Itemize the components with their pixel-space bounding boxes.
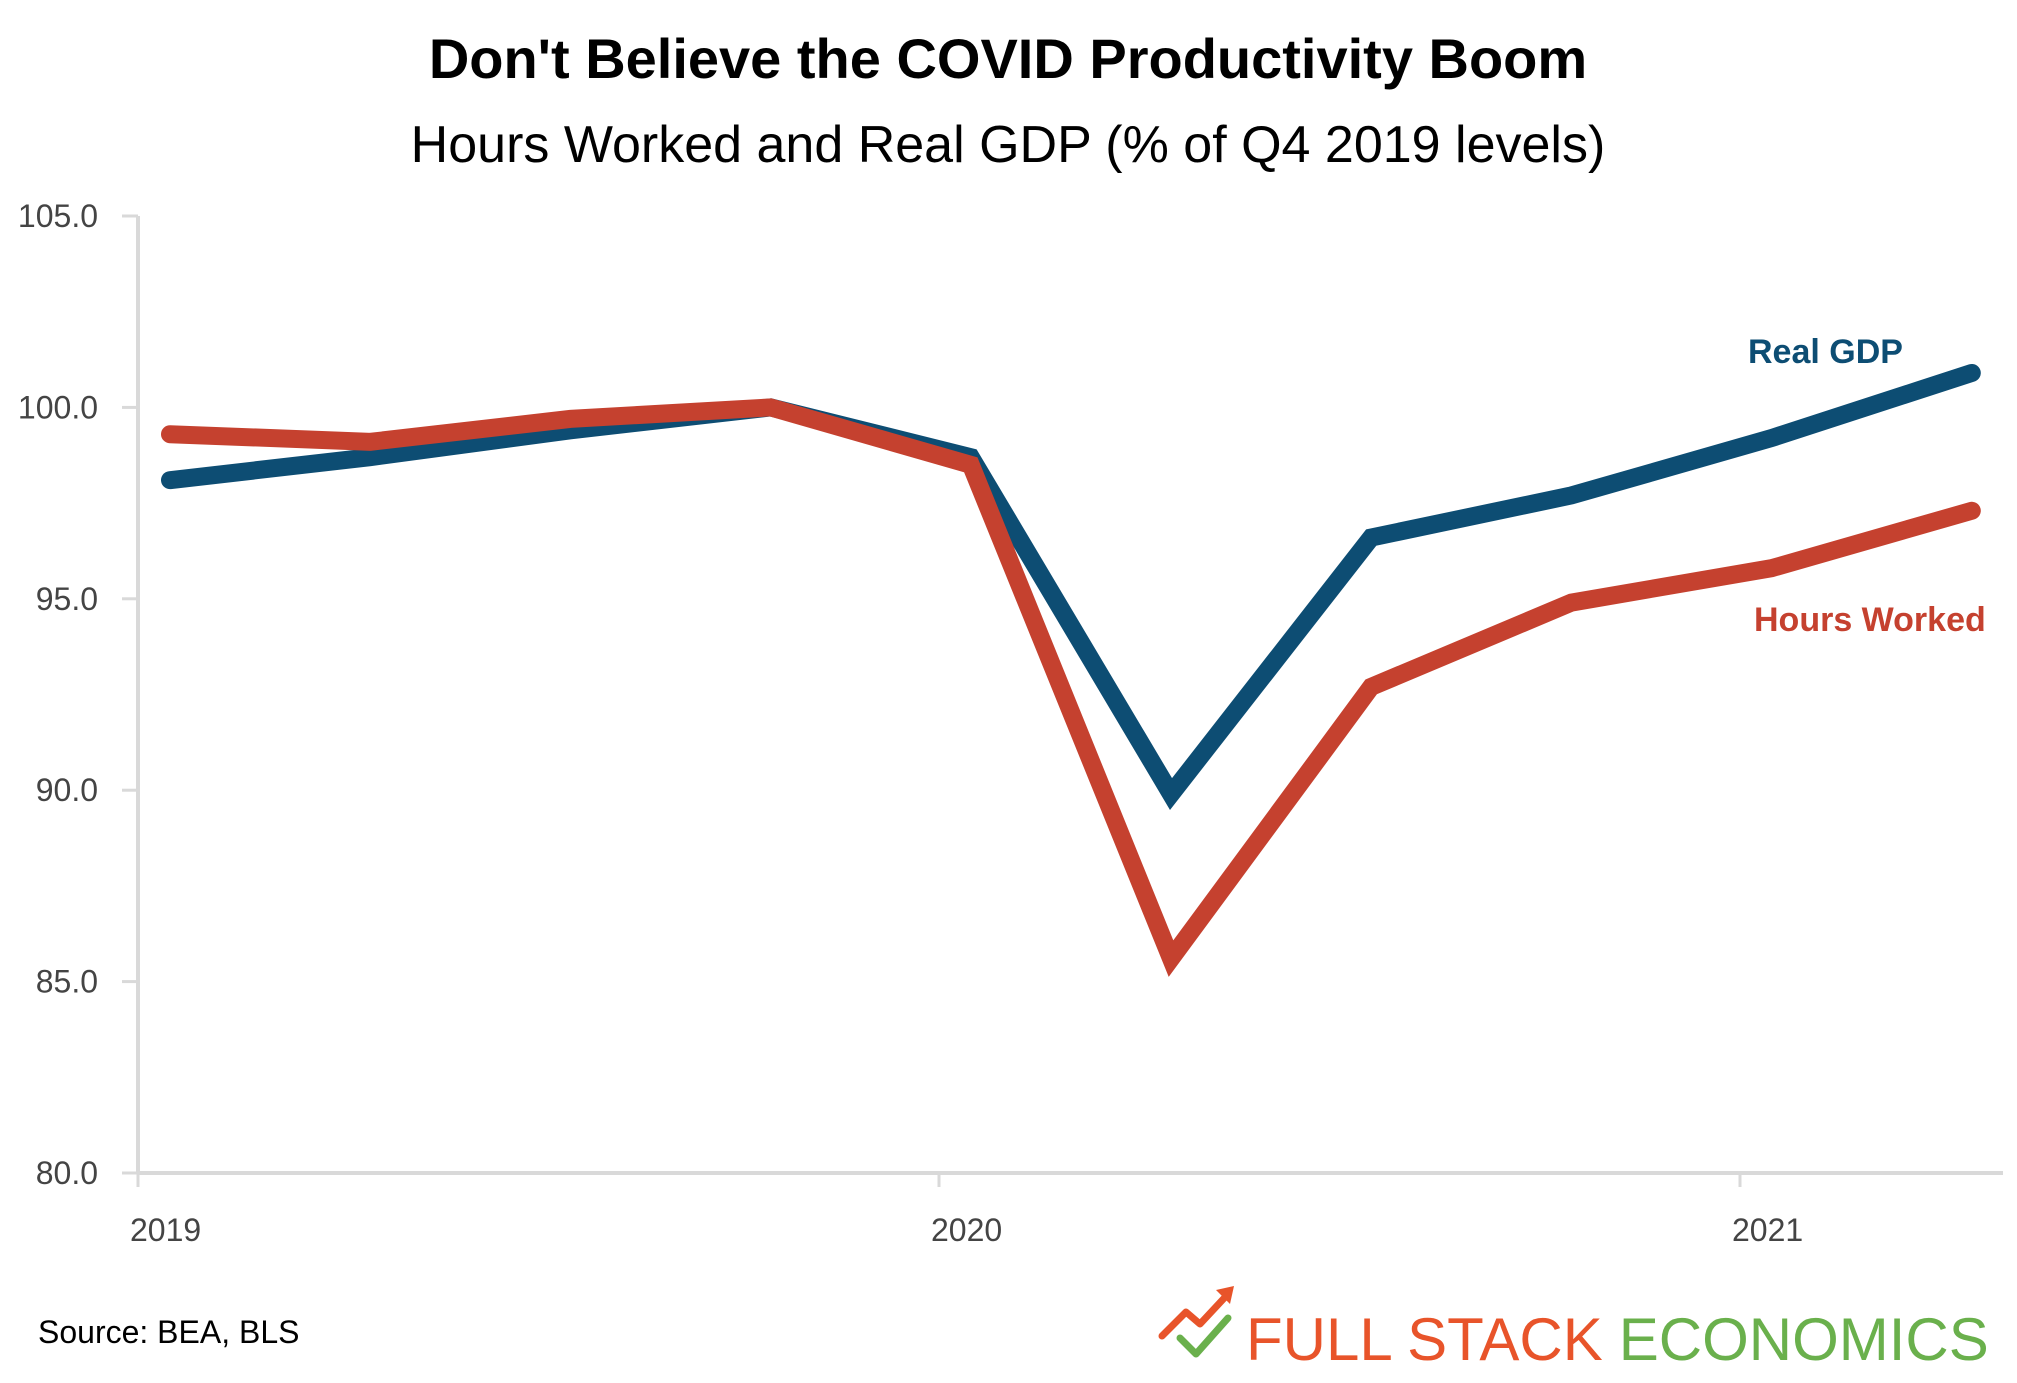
y-axis-ticks: 80.0 85.0 90.0 95.0 100.0 105.0 bbox=[18, 198, 138, 1191]
series-line-hours-worked bbox=[161, 398, 1981, 977]
chart-subtitle: Hours Worked and Real GDP (% of Q4 2019 … bbox=[411, 116, 1606, 174]
y-tick-label: 95.0 bbox=[36, 581, 98, 617]
brand-economics: ECONOMICS bbox=[1619, 1306, 1989, 1373]
x-tick-label: 2019 bbox=[130, 1212, 201, 1248]
y-tick-label: 100.0 bbox=[18, 389, 98, 425]
series-label-hours-worked: Hours Worked bbox=[1754, 601, 1986, 639]
y-tick-label: 85.0 bbox=[36, 964, 98, 1000]
source-note: Source: BEA, BLS bbox=[38, 1314, 299, 1350]
x-tick-label: 2020 bbox=[931, 1212, 1002, 1248]
series-line-real-gdp bbox=[161, 363, 1981, 810]
brand-full-stack: FULL STACK bbox=[1246, 1306, 1603, 1373]
x-tick-label: 2021 bbox=[1732, 1212, 1803, 1248]
trend-checkmark-icon bbox=[1158, 1286, 1234, 1358]
axes bbox=[136, 216, 2003, 1175]
chart-title: Don't Believe the COVID Productivity Boo… bbox=[429, 27, 1587, 90]
brand-logo-text: FULL STACK ECONOMICS bbox=[1246, 1306, 1989, 1373]
y-tick-label: 90.0 bbox=[36, 772, 98, 808]
series-lines bbox=[161, 363, 1981, 977]
x-axis-ticks: 2019 2020 2021 bbox=[130, 1173, 1803, 1248]
y-tick-label: 105.0 bbox=[18, 198, 98, 234]
series-label-real-gdp: Real GDP bbox=[1748, 333, 1903, 371]
y-tick-label: 80.0 bbox=[36, 1155, 98, 1191]
